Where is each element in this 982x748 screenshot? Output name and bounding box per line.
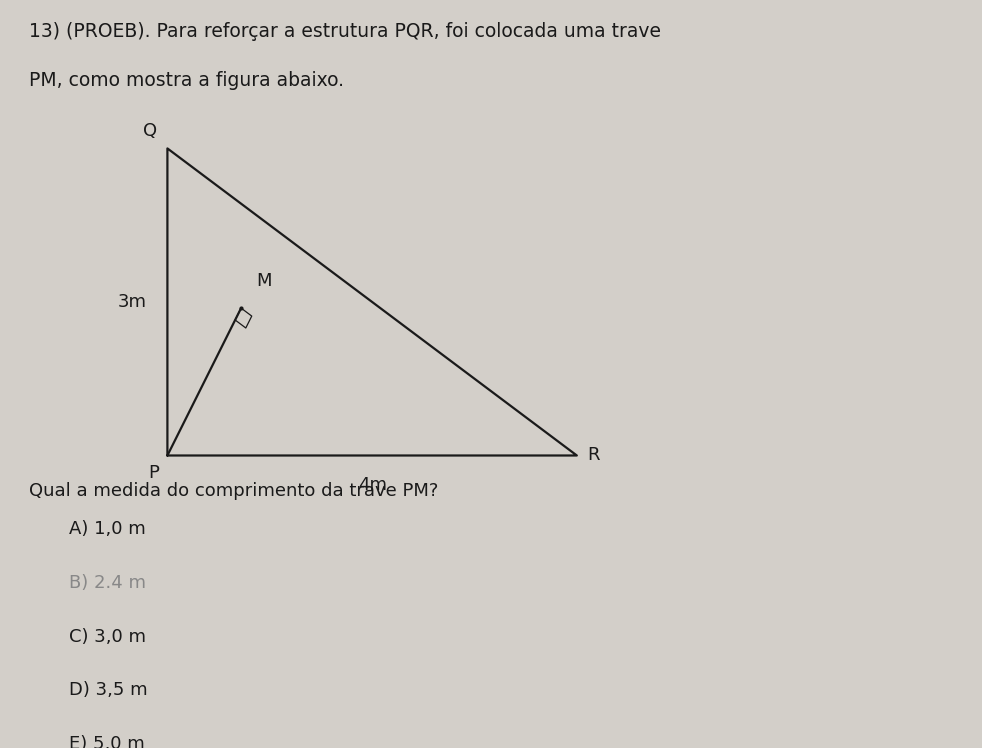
Text: E) 5,0 m: E) 5,0 m — [69, 735, 144, 748]
Text: 13) (PROEB). Para reforçar a estrutura PQR, foi colocada uma trave: 13) (PROEB). Para reforçar a estrutura P… — [29, 22, 662, 41]
Text: 3m: 3m — [118, 293, 147, 311]
Text: PM, como mostra a figura abaixo.: PM, como mostra a figura abaixo. — [29, 71, 345, 90]
Text: B) 2.4 m: B) 2.4 m — [69, 574, 145, 592]
Text: C) 3,0 m: C) 3,0 m — [69, 628, 145, 646]
Text: 4m: 4m — [357, 476, 387, 494]
Text: P: P — [148, 464, 159, 482]
Text: Qual a medida do comprimento da trave PM?: Qual a medida do comprimento da trave PM… — [29, 482, 439, 500]
Text: M: M — [256, 272, 272, 289]
Text: R: R — [587, 447, 600, 465]
Text: A) 1,0 m: A) 1,0 m — [69, 520, 145, 538]
Text: Q: Q — [143, 122, 157, 140]
Text: D) 3,5 m: D) 3,5 m — [69, 681, 147, 699]
